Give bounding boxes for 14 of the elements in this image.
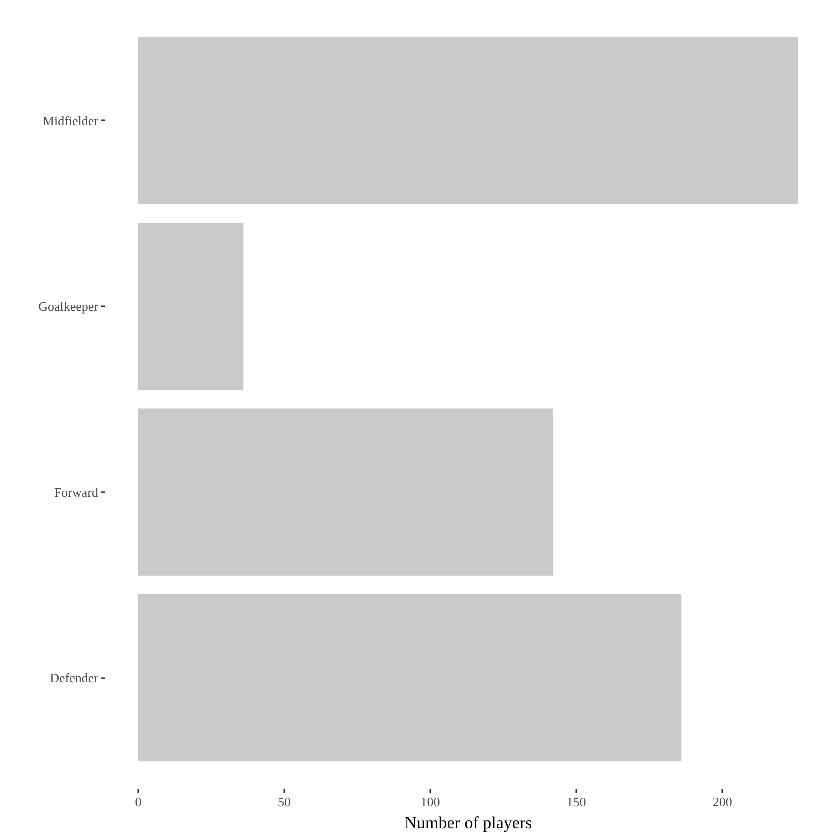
bar: [138, 37, 798, 204]
x-tick-label: 50: [278, 794, 292, 810]
bar: [138, 408, 554, 576]
x-tick-label: 0: [135, 794, 142, 810]
y-tick-label: Midfielder: [42, 113, 100, 128]
y-tick-label: Forward: [54, 484, 99, 500]
x-axis-title: Number of players: [404, 814, 532, 832]
x-tick-label: 100: [420, 794, 440, 810]
bar: [138, 223, 244, 390]
bar: [138, 594, 682, 762]
x-tick-label: 200: [712, 794, 732, 810]
x-tick-label: 150: [566, 794, 586, 810]
y-tick-label: Goalkeeper: [38, 299, 100, 314]
y-tick-label: Defender: [50, 670, 100, 686]
